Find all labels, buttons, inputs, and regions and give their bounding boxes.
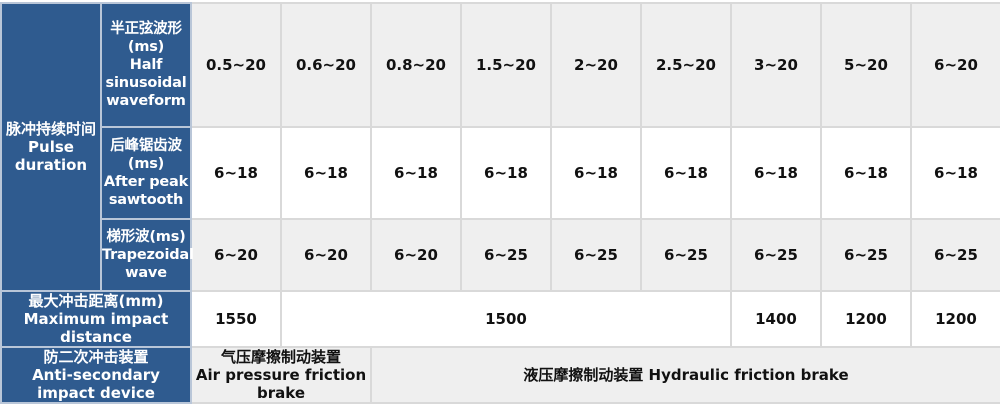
label-en: After peak sawtooth — [103, 174, 189, 208]
cell: 0.5~20 — [190, 2, 282, 128]
cell: 1500 — [280, 290, 732, 348]
row-trapezoid: 梯形波(ms) Trapezoidal wave 6~20 6~20 6~20 … — [1, 218, 1000, 292]
cell: 6~18 — [820, 126, 912, 220]
sawtooth-label: 后峰锯齿波(ms) After peak sawtooth — [100, 126, 192, 220]
row-half-sine: 脉冲持续时间 Pulse duration 半正弦波形(ms) Half sin… — [0, 2, 1000, 292]
cell: 6~18 — [280, 126, 372, 220]
cell: 1200 — [820, 290, 912, 348]
cell: 2.5~20 — [640, 2, 732, 128]
half-sine-label: 半正弦波形(ms) Half sinusoidal waveform — [100, 2, 192, 128]
row-sawtooth: 后峰锯齿波(ms) After peak sawtooth 6~18 6~18 … — [1, 126, 1000, 220]
cell: 6~20 — [190, 218, 282, 292]
label-cn: 梯形波(ms) — [106, 229, 186, 245]
cell: 1.5~20 — [460, 2, 552, 128]
hydraulic-brake-cell: 液压摩擦制动装置 Hydraulic friction brake — [370, 346, 1000, 404]
air-en: Air pressure friction brake — [195, 366, 367, 402]
label-en: Half sinusoidal waveform — [105, 57, 187, 109]
max-impact-label: 最大冲击距离(mm) Maximum impact distance — [0, 290, 192, 348]
cell: 6~20 — [370, 218, 462, 292]
cell: 1550 — [190, 290, 282, 348]
header-cn: 脉冲持续时间 — [5, 120, 96, 138]
label-cn: 防二次冲击装置 — [43, 348, 149, 366]
row-max-impact-distance: 最大冲击距离(mm) Maximum impact distance 1550 … — [0, 290, 1000, 348]
cell: 6~18 — [910, 126, 1000, 220]
cell: 3~20 — [730, 2, 822, 128]
cell: 6~25 — [460, 218, 552, 292]
row-anti-secondary: 防二次冲击装置 Anti-secondary impact device 气压摩… — [0, 346, 1000, 404]
cell: 1200 — [910, 290, 1000, 348]
cell: 6~25 — [820, 218, 912, 292]
cell: 6~18 — [730, 126, 822, 220]
cell: 6~25 — [730, 218, 822, 292]
cell: 6~18 — [190, 126, 282, 220]
cell: 6~20 — [280, 218, 372, 292]
trapezoid-label: 梯形波(ms) Trapezoidal wave — [100, 218, 194, 292]
label-en: Trapezoidal wave — [102, 247, 194, 281]
anti-secondary-label: 防二次冲击装置 Anti-secondary impact device — [0, 346, 192, 404]
air-cn: 气压摩擦制动装置 — [220, 348, 341, 366]
cell: 6~25 — [550, 218, 642, 292]
label-en: Anti-secondary impact device — [32, 366, 160, 402]
label-cn: 半正弦波形(ms) — [110, 21, 182, 55]
header-en: Pulse duration — [14, 138, 88, 174]
label-cn: 后峰锯齿波(ms) — [110, 138, 182, 172]
air-brake-cell: 气压摩擦制动装置 Air pressure friction brake — [190, 346, 372, 404]
label-en: Maximum impact distance — [23, 310, 169, 346]
cell: 2~20 — [550, 2, 642, 128]
cell: 6~18 — [370, 126, 462, 220]
cell: 0.8~20 — [370, 2, 462, 128]
pulse-duration-header: 脉冲持续时间 Pulse duration — [0, 2, 102, 292]
cell: 6~20 — [910, 2, 1000, 128]
cell: 5~20 — [820, 2, 912, 128]
cell: 6~25 — [910, 218, 1000, 292]
cell: 6~25 — [640, 218, 732, 292]
cell: 6~18 — [550, 126, 642, 220]
cell: 1400 — [730, 290, 822, 348]
cell: 0.6~20 — [280, 2, 372, 128]
cell: 6~18 — [460, 126, 552, 220]
label-cn: 最大冲击距离(mm) — [28, 292, 164, 310]
cell: 6~18 — [640, 126, 732, 220]
